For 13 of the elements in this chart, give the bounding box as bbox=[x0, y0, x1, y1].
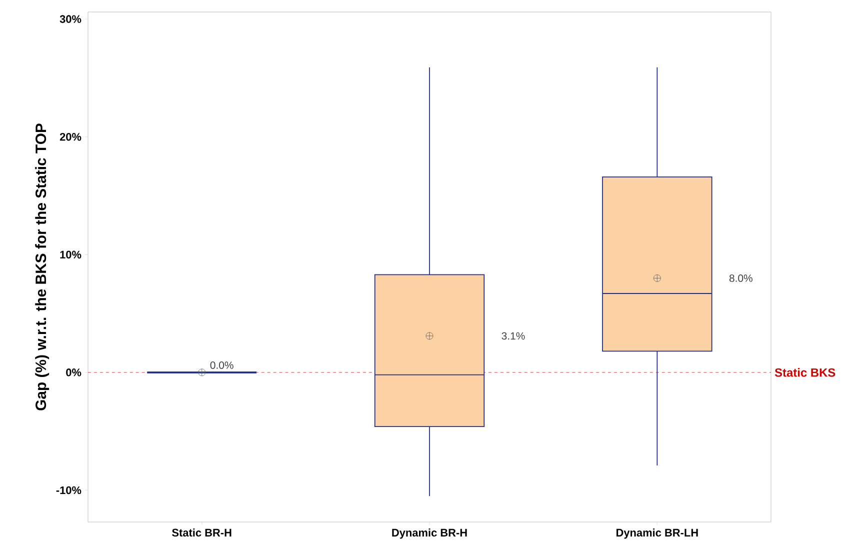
x-tick-label: Dynamic BR-H bbox=[392, 528, 467, 539]
x-tick-label: Dynamic BR-LH bbox=[616, 528, 698, 539]
y-axis-title: Gap (%) w.r.t. the BKS for the Static TOP bbox=[35, 124, 50, 410]
y-tick-label: 10% bbox=[60, 250, 82, 259]
y-tick-label: 30% bbox=[60, 15, 82, 23]
y-tick-label: 0% bbox=[66, 368, 82, 376]
annotation: 3.1% bbox=[502, 332, 525, 340]
y-tick-label: -10% bbox=[56, 486, 82, 494]
annotation: 8.0% bbox=[729, 274, 752, 282]
y-tick-label: 20% bbox=[60, 132, 82, 141]
x-tick-label: Static BR-H bbox=[172, 528, 232, 537]
ref-line-label: Static BKS bbox=[774, 368, 836, 377]
annotation: 0.0% bbox=[210, 361, 234, 369]
